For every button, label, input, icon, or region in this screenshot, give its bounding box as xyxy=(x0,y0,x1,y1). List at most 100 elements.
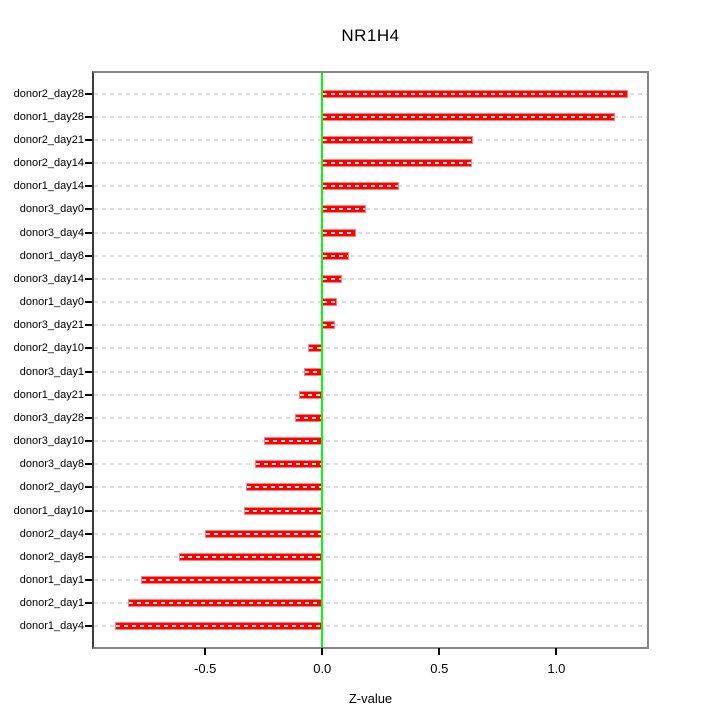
y-axis-label: donor1_day21 xyxy=(13,388,84,401)
y-axis-tick xyxy=(85,555,92,558)
x-axis-tick xyxy=(438,648,441,655)
gridline xyxy=(94,463,647,466)
bar-dash-pattern xyxy=(323,92,627,95)
y-axis-tick xyxy=(85,532,92,535)
bar-donor1_day21 xyxy=(298,390,323,399)
y-axis-tick xyxy=(85,185,92,188)
plot-inner xyxy=(94,73,647,647)
bar-dash-pattern xyxy=(323,301,337,304)
bar-donor2_day8 xyxy=(178,552,323,561)
gridline xyxy=(94,254,647,257)
y-axis-label: donor1_day10 xyxy=(13,504,84,517)
plot-area xyxy=(92,71,649,649)
bar-donor1_day28 xyxy=(322,112,616,121)
bar-dash-pattern xyxy=(115,625,322,628)
y-axis-label: donor1_day0 xyxy=(19,296,84,309)
bar-donor2_day14 xyxy=(322,159,472,168)
y-axis-tick xyxy=(85,254,92,257)
bar-donor2_day10 xyxy=(307,344,323,353)
bar-donor3_day10 xyxy=(264,437,323,446)
bar-dash-pattern xyxy=(323,231,355,234)
bar-donor2_day1 xyxy=(127,599,323,608)
y-axis-label: donor2_day10 xyxy=(13,342,84,355)
bar-dash-pattern xyxy=(295,416,322,419)
y-axis-tick xyxy=(85,301,92,304)
gridline xyxy=(94,625,647,628)
y-axis-tick xyxy=(85,277,92,280)
bar-dash-pattern xyxy=(323,139,473,141)
y-axis-label: donor1_day14 xyxy=(13,180,84,193)
bar-dash-pattern xyxy=(179,555,322,558)
bar-donor1_day14 xyxy=(322,182,399,191)
x-axis-tick-label: 0.5 xyxy=(430,661,449,676)
chart-title: NR1H4 xyxy=(341,26,400,45)
bar-dash-pattern xyxy=(323,162,471,165)
bar-dash-pattern xyxy=(323,185,398,188)
bar-donor3_day21 xyxy=(322,321,335,330)
y-axis-tick xyxy=(85,347,92,350)
y-axis-label: donor2_day28 xyxy=(13,87,84,100)
gridline xyxy=(94,370,647,373)
gridline xyxy=(94,393,647,396)
y-axis-tick xyxy=(85,509,92,512)
gridline xyxy=(94,231,647,234)
bar-donor2_day21 xyxy=(322,136,474,144)
gridline xyxy=(94,509,647,512)
y-axis-label: donor1_day28 xyxy=(13,110,84,123)
y-axis-label: donor2_day14 xyxy=(13,157,84,170)
bar-donor3_day14 xyxy=(322,274,342,283)
y-axis-tick xyxy=(85,440,92,443)
y-axis-tick xyxy=(85,92,92,95)
bar-dash-pattern xyxy=(323,115,615,118)
y-axis-label: donor2_day21 xyxy=(13,134,84,146)
y-axis-tick xyxy=(85,231,92,234)
y-axis-tick xyxy=(85,463,92,466)
bar-dash-pattern xyxy=(299,393,322,396)
bar-donor3_day4 xyxy=(322,228,356,237)
y-axis-tick xyxy=(85,486,92,489)
y-axis-label: donor3_day21 xyxy=(13,319,84,332)
gridline xyxy=(94,486,647,489)
x-axis-tick xyxy=(204,648,207,655)
y-axis-label: donor2_day4 xyxy=(19,527,84,540)
y-axis-label: donor3_day8 xyxy=(19,458,84,471)
bar-dash-pattern xyxy=(305,370,322,373)
bar-dash-pattern xyxy=(247,486,322,489)
gridline xyxy=(94,555,647,558)
y-axis-tick xyxy=(85,416,92,419)
gridline xyxy=(94,277,647,280)
bar-dash-pattern xyxy=(323,254,349,257)
x-axis-tick-label: 0.0 xyxy=(313,661,332,676)
gridline xyxy=(94,578,647,581)
y-axis-label: donor1_day1 xyxy=(19,573,84,586)
y-axis-label: donor2_day8 xyxy=(19,550,84,563)
y-axis-tick xyxy=(85,370,92,373)
gridline xyxy=(94,532,647,535)
y-axis-tick xyxy=(85,393,92,396)
bar-dash-pattern xyxy=(323,277,341,280)
bar-donor3_day28 xyxy=(294,413,323,422)
bar-dash-pattern xyxy=(323,324,334,327)
gridline xyxy=(94,440,647,443)
y-axis-label: donor3_day28 xyxy=(13,411,84,424)
y-axis-label: donor1_day4 xyxy=(19,620,84,633)
y-axis-label: donor3_day0 xyxy=(19,203,84,216)
y-axis-tick xyxy=(85,208,92,211)
x-axis-tick-label: 1.0 xyxy=(547,661,566,676)
bar-donor2_day0 xyxy=(246,483,323,492)
bar-donor2_day28 xyxy=(322,89,628,98)
bar-dash-pattern xyxy=(323,208,366,211)
bar-dash-pattern xyxy=(308,347,322,350)
y-axis-tick xyxy=(85,602,92,605)
x-axis-tick xyxy=(555,648,558,655)
y-axis-tick xyxy=(85,162,92,165)
bar-donor1_day8 xyxy=(322,251,350,260)
y-axis-tick xyxy=(85,625,92,628)
y-axis-label: donor1_day8 xyxy=(19,249,84,262)
gridline xyxy=(94,324,647,327)
bar-donor1_day0 xyxy=(322,298,338,307)
y-axis-label: donor2_day1 xyxy=(19,597,84,610)
bar-dash-pattern xyxy=(128,602,322,605)
gridline xyxy=(94,347,647,350)
